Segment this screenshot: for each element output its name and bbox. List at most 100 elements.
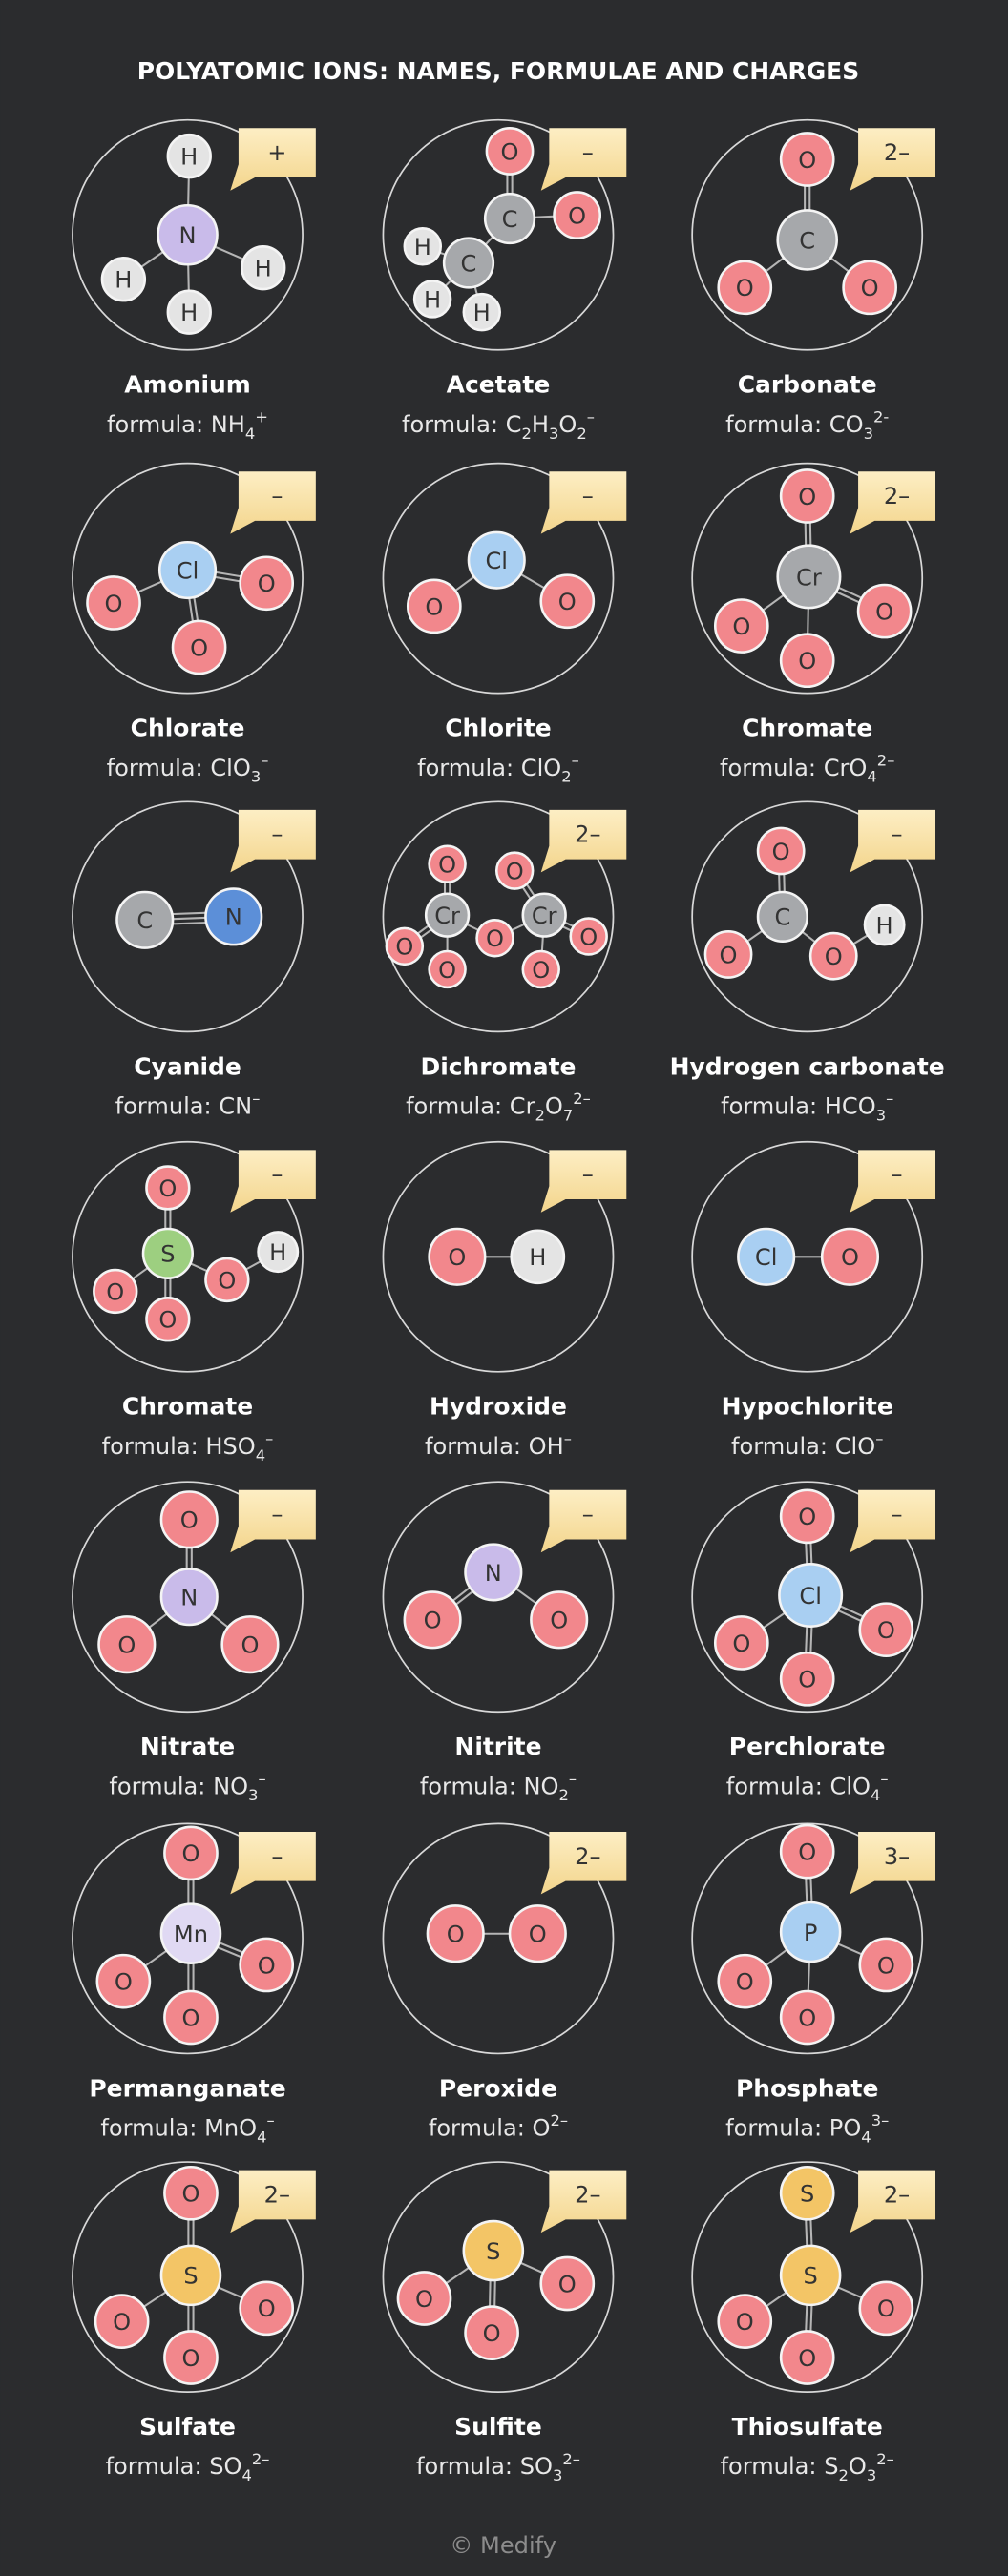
formula-sup: 2– [573, 1090, 591, 1108]
formula-space [203, 411, 211, 438]
atom-label: S [183, 2263, 198, 2290]
formula-part: S [824, 2453, 838, 2480]
formula-sub: 2 [561, 768, 571, 786]
atom-label: O [158, 1307, 177, 1334]
atom-label: H [255, 256, 272, 282]
formula-sup: – [569, 1770, 577, 1788]
formula: formula: HCO3– [721, 1090, 893, 1124]
atom-label: O [558, 589, 577, 615]
atom [858, 1937, 914, 1993]
atom [485, 127, 535, 176]
atom [539, 573, 596, 630]
atom [779, 1488, 835, 1545]
charge: 2– [575, 821, 600, 848]
atom-label: O [875, 598, 893, 625]
atom-label: O [105, 591, 123, 617]
title: POLYATOMIC IONS: NAMES, FORMULAE AND CHA… [137, 57, 859, 85]
formula-sup: – [258, 1770, 265, 1788]
atom [717, 2294, 773, 2349]
atom [220, 1615, 280, 1674]
atom [406, 578, 462, 634]
atom [717, 260, 773, 316]
atom-label: O [558, 2271, 577, 2297]
charge: – [271, 1843, 283, 1870]
atom [159, 2244, 222, 2307]
formula-space [199, 1433, 206, 1460]
atom [442, 237, 495, 289]
charge-tag [540, 471, 627, 534]
formula-space [828, 1433, 835, 1460]
formula-sub: 4 [242, 2466, 252, 2484]
atom-label: P [804, 1920, 818, 1946]
formula-space [823, 1773, 830, 1799]
atom-label: O [117, 1632, 136, 1659]
ion-name: Sulfite [454, 2413, 542, 2441]
ion-circle [691, 462, 924, 695]
formula: formula: MnO4– [100, 2111, 274, 2146]
charge: – [582, 1161, 594, 1188]
atom [385, 926, 425, 966]
atom [412, 280, 452, 319]
ion-circle [382, 1140, 615, 1373]
charge-tag [230, 471, 316, 534]
charge-tag [540, 1489, 627, 1553]
atom-label: C [502, 206, 518, 233]
atom-label: O [395, 934, 413, 961]
formula-sup: – [587, 408, 595, 426]
formula-sub: 7 [563, 1106, 573, 1124]
atom-label: O [438, 852, 456, 879]
atom-label: N [180, 1585, 198, 1611]
ion-circle [691, 1481, 924, 1714]
atom [494, 851, 535, 890]
atom-label: O [438, 957, 456, 984]
ion-name: Nitrate [140, 1733, 235, 1760]
atom [569, 917, 608, 956]
ion-circle [382, 462, 615, 695]
formula-sup: – [886, 1090, 893, 1108]
atom [428, 949, 467, 989]
ion-circle [382, 2161, 615, 2394]
formula-sup: – [875, 1430, 883, 1448]
charge-tag [230, 1831, 316, 1895]
atom-label: Cr [434, 903, 460, 929]
ion-name: Thiosulfate [732, 2413, 883, 2441]
atom-label: O [579, 924, 598, 950]
atom-label: O [798, 1839, 816, 1865]
atom [553, 191, 602, 239]
charge-tag [850, 471, 936, 534]
formula-sup: 2– [877, 751, 895, 769]
atom-label: N [225, 904, 242, 931]
ion-circle [382, 118, 615, 351]
formula: formula: CrO42– [720, 751, 894, 785]
formula-sup: + [255, 408, 268, 426]
atom-label: O [798, 147, 816, 174]
atom [100, 257, 147, 302]
formula-sup: 2– [876, 2450, 894, 2468]
atom-label: O [877, 1952, 895, 1979]
formula-part: ClO [835, 1433, 875, 1460]
atom-label: O [181, 2005, 200, 2031]
footer: © Medify [450, 2532, 556, 2559]
formula-part: Cr [510, 1092, 536, 1119]
formula-label: formula: [721, 2453, 817, 2480]
atom-label: H [115, 267, 132, 294]
ion-circle [691, 118, 924, 351]
formula-sub: 4 [256, 1446, 265, 1465]
atom-label: O [798, 1504, 816, 1530]
atom [239, 555, 295, 612]
ion-name: Carbonate [738, 371, 877, 399]
ion-name: Peroxide [439, 2074, 557, 2102]
formula-sup: 2– [252, 2450, 270, 2468]
formula-sub: 2 [536, 1106, 545, 1124]
atom-label: O [115, 1969, 133, 1996]
formula-sub: 4 [257, 2128, 266, 2146]
charge: 2– [575, 2182, 600, 2209]
atom [428, 844, 467, 883]
formula: formula: OH– [425, 1430, 572, 1460]
